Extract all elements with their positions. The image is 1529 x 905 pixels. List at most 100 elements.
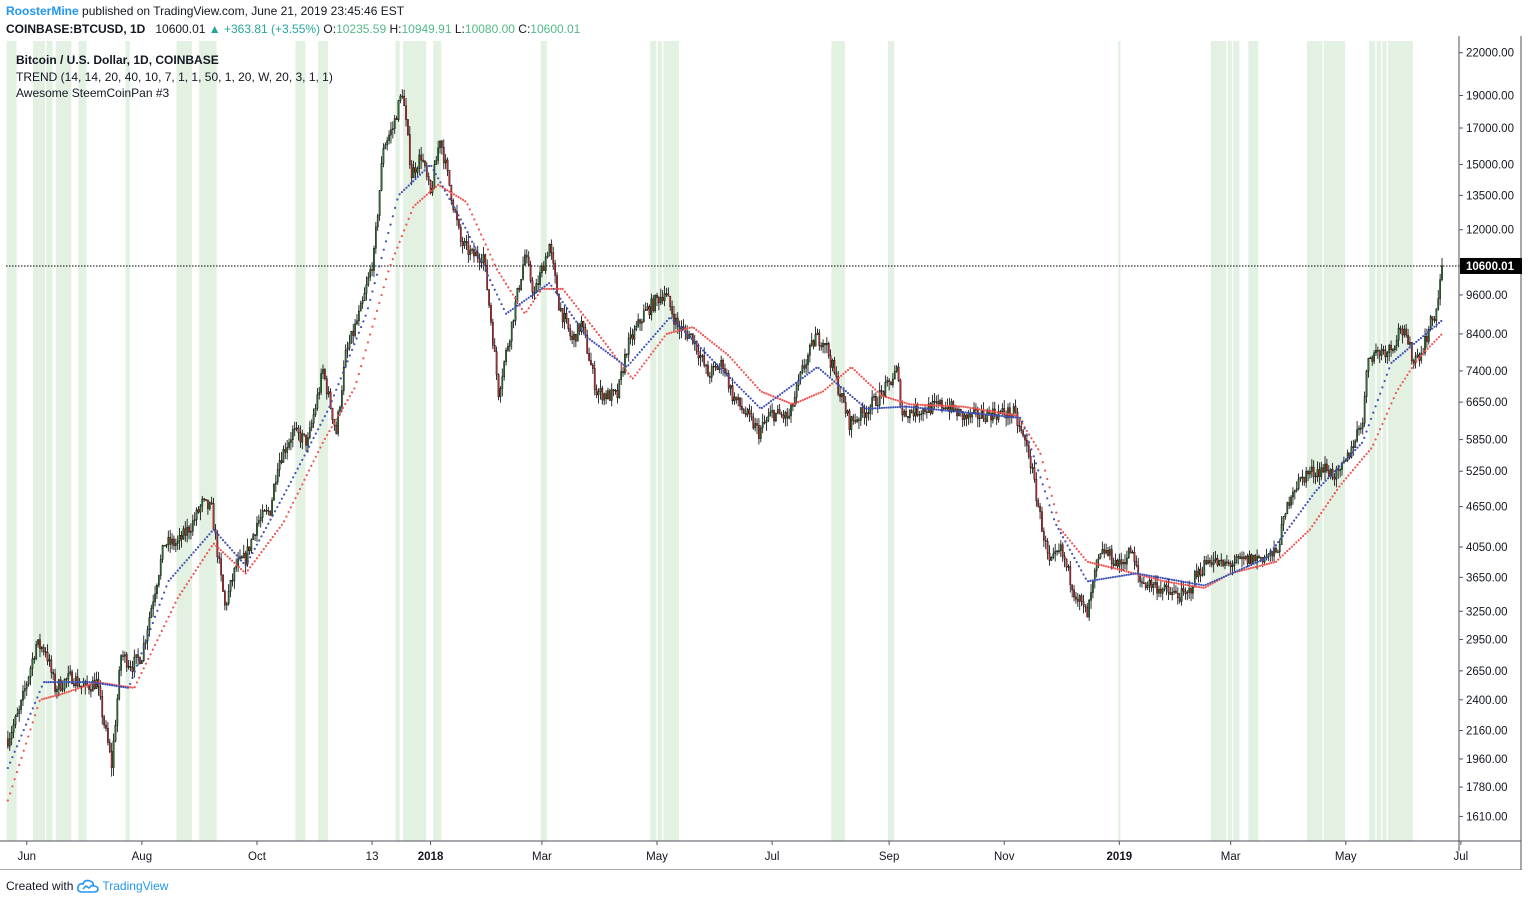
trend-blue-dot <box>199 543 202 546</box>
trend-red-dot <box>613 354 616 357</box>
trend-red-dot <box>1363 455 1366 458</box>
time-tick-label: May <box>646 851 668 863</box>
trend-red-dot <box>1123 569 1126 572</box>
candle-body <box>714 365 717 368</box>
trend-blue-dot <box>964 411 967 414</box>
candle-body <box>1190 588 1192 594</box>
trend-red-dot <box>278 526 281 529</box>
trend-blue-dot <box>328 405 331 409</box>
trend-red-dot <box>1148 576 1151 579</box>
trend-red-dot <box>357 372 360 376</box>
candle-body <box>225 603 228 606</box>
trend-red-dot <box>178 593 182 596</box>
trend-blue-dot <box>1249 563 1253 566</box>
candle-body <box>203 498 205 501</box>
trend-blue-dot <box>240 559 243 562</box>
trend-blue-dot <box>255 543 259 546</box>
trend-blue-dot <box>1313 491 1316 494</box>
candle-body <box>569 328 572 337</box>
trend-blue-dot <box>1032 455 1035 458</box>
trend-blue-dot <box>514 306 517 309</box>
candle-body <box>161 545 164 560</box>
author-link[interactable]: RoosterMine <box>6 4 79 18</box>
trend-blue-dot <box>1419 336 1422 340</box>
candle-body <box>1246 555 1249 564</box>
candle-body <box>742 409 745 414</box>
trend-red-dot <box>328 430 331 433</box>
trend-red-dot <box>801 399 804 402</box>
trend-red-dot <box>844 370 847 373</box>
trend-blue-dot <box>516 304 519 307</box>
candle-body <box>1026 439 1028 446</box>
trend-red-dot <box>427 191 431 194</box>
trend-blue-dot <box>819 368 822 372</box>
trend-red-dot <box>563 290 567 293</box>
trend-blue-dot <box>500 303 503 306</box>
trend-red-dot <box>398 240 401 243</box>
candle-body <box>299 432 302 443</box>
candle-body <box>356 320 358 324</box>
trend-red-dot <box>149 653 152 656</box>
trend-red-dot <box>307 469 311 472</box>
trend-red-dot <box>196 565 200 569</box>
candle-body <box>108 742 111 752</box>
price-axis[interactable]: 22000.0019000.0017000.0015000.0013500.00… <box>1459 48 1514 824</box>
trend-red-dot <box>289 506 293 509</box>
time-axis[interactable]: Jun Aug Oct 13 2018 Mar May Jul Sep Nov 2019 Mar May… <box>17 841 1468 863</box>
trend-blue-dot <box>1127 573 1130 576</box>
trend-blue-dot <box>935 408 938 411</box>
trend-red-dot <box>679 329 682 332</box>
trend-red-dot <box>550 287 553 290</box>
trend-red-dot <box>1080 553 1083 556</box>
trend-blue-dot <box>1286 528 1289 531</box>
trend-red-dot <box>514 297 517 300</box>
trend-red-dot <box>529 303 533 307</box>
candle-body <box>563 312 566 323</box>
candle-body <box>276 469 279 483</box>
trend-red-dot <box>957 405 961 408</box>
trend-blue-dot <box>973 412 976 415</box>
trend-red-dot <box>536 293 539 297</box>
candle-body <box>131 667 134 672</box>
trend-red-dot <box>76 687 80 690</box>
legend-trend-indicator: TREND (14, 14, 20, 40, 10, 7, 1, 1, 50, … <box>16 69 333 84</box>
trend-red-dot <box>1105 565 1108 568</box>
highlight-band <box>46 41 53 841</box>
candle-body <box>242 552 245 559</box>
trend-red-dot <box>74 688 77 691</box>
trend-blue-dot <box>520 301 524 304</box>
candle-body <box>1250 554 1253 565</box>
price-tick-label: 17000.00 <box>1466 123 1514 135</box>
candle-body <box>708 375 711 378</box>
trend-red-dot <box>781 398 784 402</box>
candle-body <box>1129 547 1132 554</box>
candle-body <box>401 95 404 98</box>
trend-red-dot <box>153 643 157 647</box>
trend-blue-dot <box>559 297 562 300</box>
trend-blue-dot <box>889 406 893 409</box>
trend-red-dot <box>341 406 345 409</box>
candle-body <box>1297 478 1300 489</box>
candle-body <box>733 396 736 402</box>
trend-blue-dot <box>439 181 442 184</box>
candle-body <box>665 293 668 295</box>
candle-body <box>1388 345 1391 353</box>
trend-red-dot <box>724 352 727 355</box>
trend-red-dot <box>1288 547 1291 550</box>
candle-body <box>367 276 370 286</box>
candle-body <box>286 447 289 453</box>
trend-red-dot <box>973 407 976 410</box>
trend-red-dot <box>1367 450 1370 453</box>
candle-body <box>608 390 611 401</box>
trend-blue-dot <box>457 214 460 217</box>
candle-body <box>961 411 964 421</box>
trend-blue-dot <box>1342 460 1345 463</box>
trend-blue-dot <box>86 681 89 684</box>
trend-blue-dot <box>396 198 399 201</box>
candle-body <box>12 724 15 733</box>
trend-red-dot <box>339 410 342 413</box>
trend-blue-dot <box>765 403 768 406</box>
price-chart[interactable]: 22000.0019000.0017000.0015000.0013500.00… <box>0 36 1529 870</box>
candle-body <box>127 666 130 668</box>
tradingview-link[interactable]: TradingView <box>77 879 168 893</box>
